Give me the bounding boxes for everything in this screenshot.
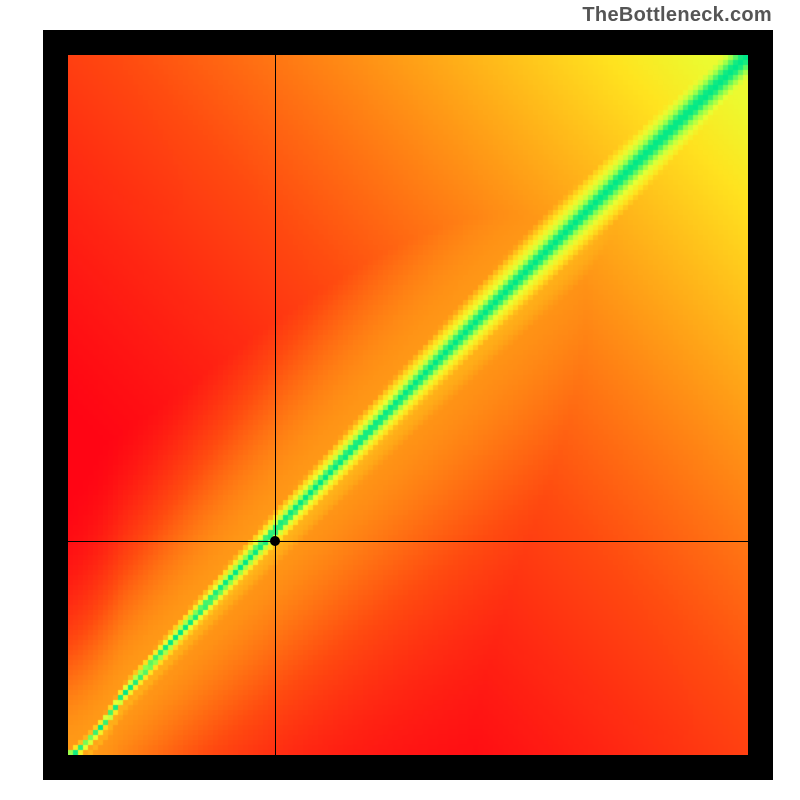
- crosshair-horizontal: [68, 541, 748, 542]
- chart-container: TheBottleneck.com: [0, 0, 800, 800]
- heatmap-canvas: [68, 55, 748, 755]
- watermark-text: TheBottleneck.com: [582, 4, 772, 27]
- crosshair-vertical: [275, 55, 276, 755]
- plot-area: [68, 55, 748, 755]
- crosshair-marker: [270, 536, 280, 546]
